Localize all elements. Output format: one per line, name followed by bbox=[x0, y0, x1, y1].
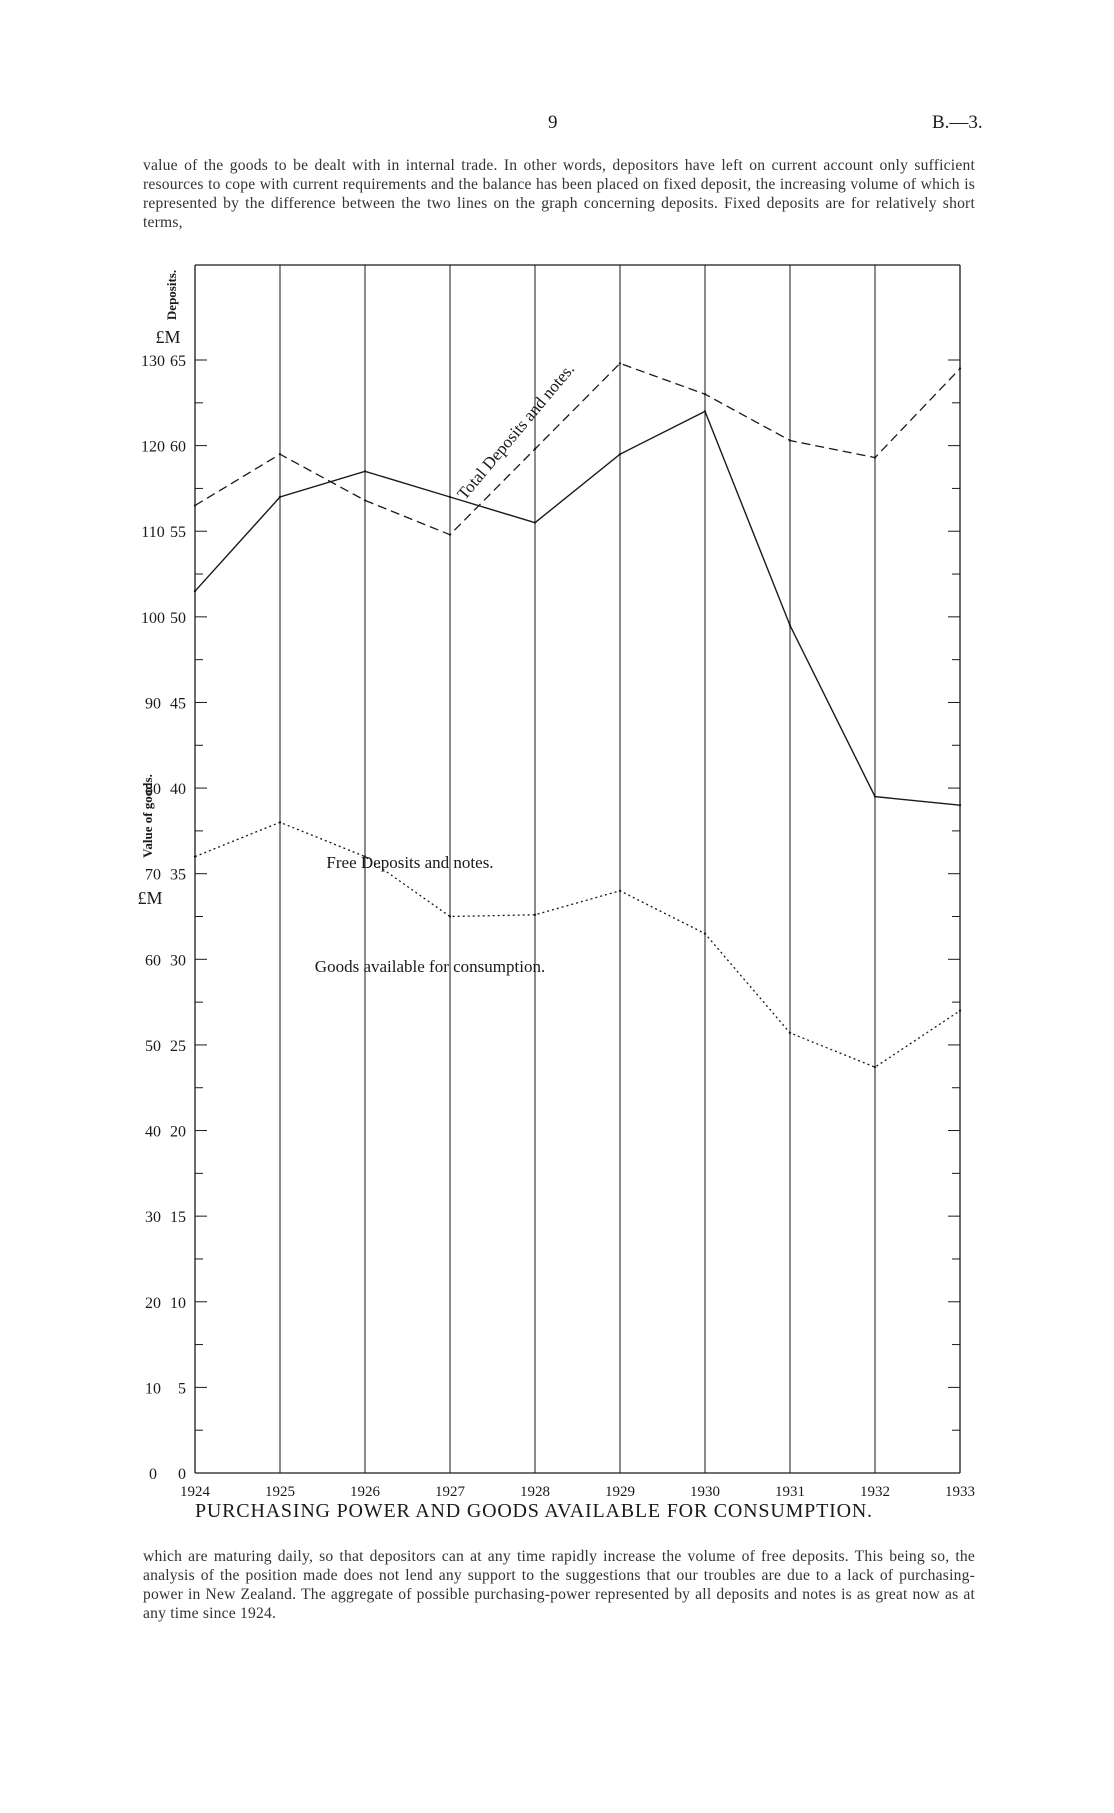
goods-tick-label: 50 bbox=[145, 1038, 161, 1055]
goods-tick-label: 80 bbox=[145, 781, 161, 798]
series-point bbox=[788, 624, 792, 627]
series-point bbox=[873, 1065, 877, 1069]
series-point bbox=[618, 452, 622, 456]
deposits-tick-label: 35 bbox=[170, 867, 186, 884]
series-point bbox=[703, 410, 707, 413]
page-number: 9 bbox=[548, 112, 558, 133]
series-point bbox=[193, 589, 197, 593]
series-point bbox=[788, 439, 792, 442]
document-reference: B.—3. bbox=[932, 112, 983, 133]
deposits-tick-label: 20 bbox=[170, 1124, 186, 1141]
deposits-tick-label: 65 bbox=[170, 353, 186, 370]
x-tick-label: 1924 bbox=[180, 1484, 211, 1500]
x-tick-label: 1932 bbox=[860, 1484, 890, 1500]
goods-tick-label: 40 bbox=[145, 1124, 161, 1141]
series-label: Goods available for consumption. bbox=[315, 957, 545, 976]
deposits-tick-label: 30 bbox=[170, 952, 186, 969]
series-point bbox=[278, 821, 282, 824]
goods-tick-label: 100 bbox=[141, 610, 165, 627]
deposits-tick-label: 45 bbox=[170, 695, 186, 712]
goods-tick-label: 0 bbox=[149, 1466, 157, 1483]
deposits-tick-label: 5 bbox=[178, 1380, 186, 1397]
goods-tick-label: 30 bbox=[145, 1209, 161, 1226]
series-point bbox=[958, 1009, 962, 1012]
deposits-tick-label: 40 bbox=[170, 781, 186, 798]
series-point bbox=[363, 855, 367, 858]
deposits-tick-label: 15 bbox=[170, 1209, 186, 1226]
series-point bbox=[363, 470, 367, 473]
paragraph-bottom: which are maturing daily, so that deposi… bbox=[143, 1548, 975, 1622]
chart-title: PURCHASING POWER AND GOODS AVAILABLE FOR… bbox=[195, 1500, 873, 1522]
goods-tick-label: 130 bbox=[141, 353, 165, 370]
goods-tick-label: 110 bbox=[141, 524, 164, 541]
goods-tick-label: 60 bbox=[145, 952, 161, 969]
series-label: Total Deposits and notes. bbox=[453, 360, 578, 504]
series-point bbox=[958, 804, 962, 807]
series-point bbox=[873, 456, 877, 459]
goods-tick-label: 20 bbox=[145, 1295, 161, 1312]
deposits-tick-label: 10 bbox=[170, 1295, 186, 1312]
series-line bbox=[194, 362, 961, 536]
deposits-unit-label: £M bbox=[155, 327, 180, 347]
x-tick-label: 1925 bbox=[265, 1484, 295, 1500]
goods-tick-label: 70 bbox=[145, 867, 161, 884]
goods-tick-label: 90 bbox=[145, 695, 161, 712]
series-point bbox=[278, 452, 282, 456]
series-point bbox=[703, 393, 707, 396]
series-point bbox=[193, 504, 197, 507]
series-point bbox=[618, 362, 622, 365]
series-label: Free Deposits and notes. bbox=[326, 853, 493, 872]
series-point bbox=[703, 932, 707, 935]
goods-tick-label: 120 bbox=[141, 439, 165, 456]
x-tick-label: 1929 bbox=[605, 1484, 635, 1500]
deposits-tick-label: 50 bbox=[170, 610, 186, 627]
series-point bbox=[448, 495, 452, 499]
series-point bbox=[193, 855, 197, 858]
deposits-tick-label: 55 bbox=[170, 524, 186, 541]
series-point bbox=[533, 447, 537, 451]
x-tick-label: 1931 bbox=[775, 1484, 805, 1500]
series-point bbox=[873, 795, 877, 798]
x-tick-label: 1926 bbox=[350, 1484, 381, 1500]
goods-axis-label: Value of goods. bbox=[140, 774, 155, 858]
series-line bbox=[194, 410, 961, 806]
deposits-tick-label: 0 bbox=[178, 1466, 186, 1483]
x-tick-label: 1933 bbox=[945, 1484, 975, 1500]
series-point bbox=[533, 913, 537, 916]
deposits-tick-label: 60 bbox=[170, 439, 186, 456]
goods-tick-label: 10 bbox=[145, 1380, 161, 1397]
series-point bbox=[958, 367, 962, 370]
series-point bbox=[788, 1031, 792, 1035]
deposits-tick-label: 25 bbox=[170, 1038, 186, 1055]
deposits-axis-label: Deposits. bbox=[164, 270, 179, 320]
series-point bbox=[618, 889, 622, 893]
x-tick-label: 1928 bbox=[520, 1484, 550, 1500]
series-point bbox=[448, 533, 452, 536]
series-line bbox=[194, 821, 961, 1068]
x-tick-label: 1930 bbox=[690, 1484, 720, 1500]
x-tick-label: 1927 bbox=[435, 1484, 466, 1500]
series-point bbox=[533, 521, 537, 524]
paragraph-top: value of the goods to be dealt with in i… bbox=[143, 157, 975, 231]
goods-unit-label: £M bbox=[137, 888, 162, 908]
series-point bbox=[363, 499, 367, 502]
series-point bbox=[448, 915, 452, 918]
series-point bbox=[278, 495, 282, 499]
